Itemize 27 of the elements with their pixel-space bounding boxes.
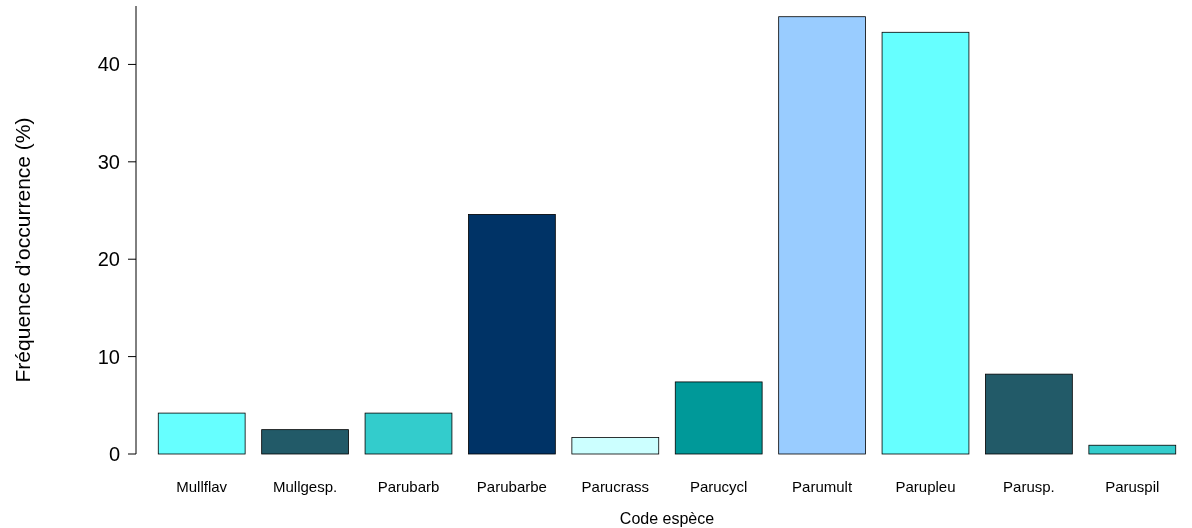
y-tick-label: 0 — [108, 443, 120, 465]
x-tick-label: Mullflav — [176, 478, 228, 495]
x-tick-label: Parucrass — [581, 478, 650, 495]
bar — [674, 381, 763, 455]
x-tick-label: Parubarb — [377, 478, 440, 495]
bar — [881, 31, 970, 455]
y-axis-title: Fréquence d’occurrence (%) — [11, 117, 34, 383]
y-tick-label: 20 — [97, 248, 120, 271]
y-tick-label: 10 — [97, 345, 120, 368]
x-tick-label: Parupleu — [895, 478, 956, 495]
bar — [157, 412, 246, 455]
bar — [468, 214, 556, 455]
x-tick-label: Paruspil — [1105, 478, 1160, 495]
bar — [778, 16, 866, 455]
bar — [261, 429, 349, 455]
bar — [571, 437, 660, 455]
x-tick-label: Parusp. — [1003, 478, 1055, 495]
y-tick-label: 40 — [97, 53, 120, 76]
x-tick-label: Parubarbe — [476, 478, 547, 495]
x-tick-label: Parucycl — [689, 478, 748, 495]
bar — [364, 412, 453, 455]
y-tick-label: 30 — [97, 150, 120, 173]
x-tick-label: Parumult — [792, 478, 853, 495]
bar — [985, 373, 1073, 455]
x-axis-title: Code espèce — [619, 510, 715, 527]
x-tick-label: Mullgesp. — [273, 478, 338, 495]
bar — [1088, 444, 1177, 455]
